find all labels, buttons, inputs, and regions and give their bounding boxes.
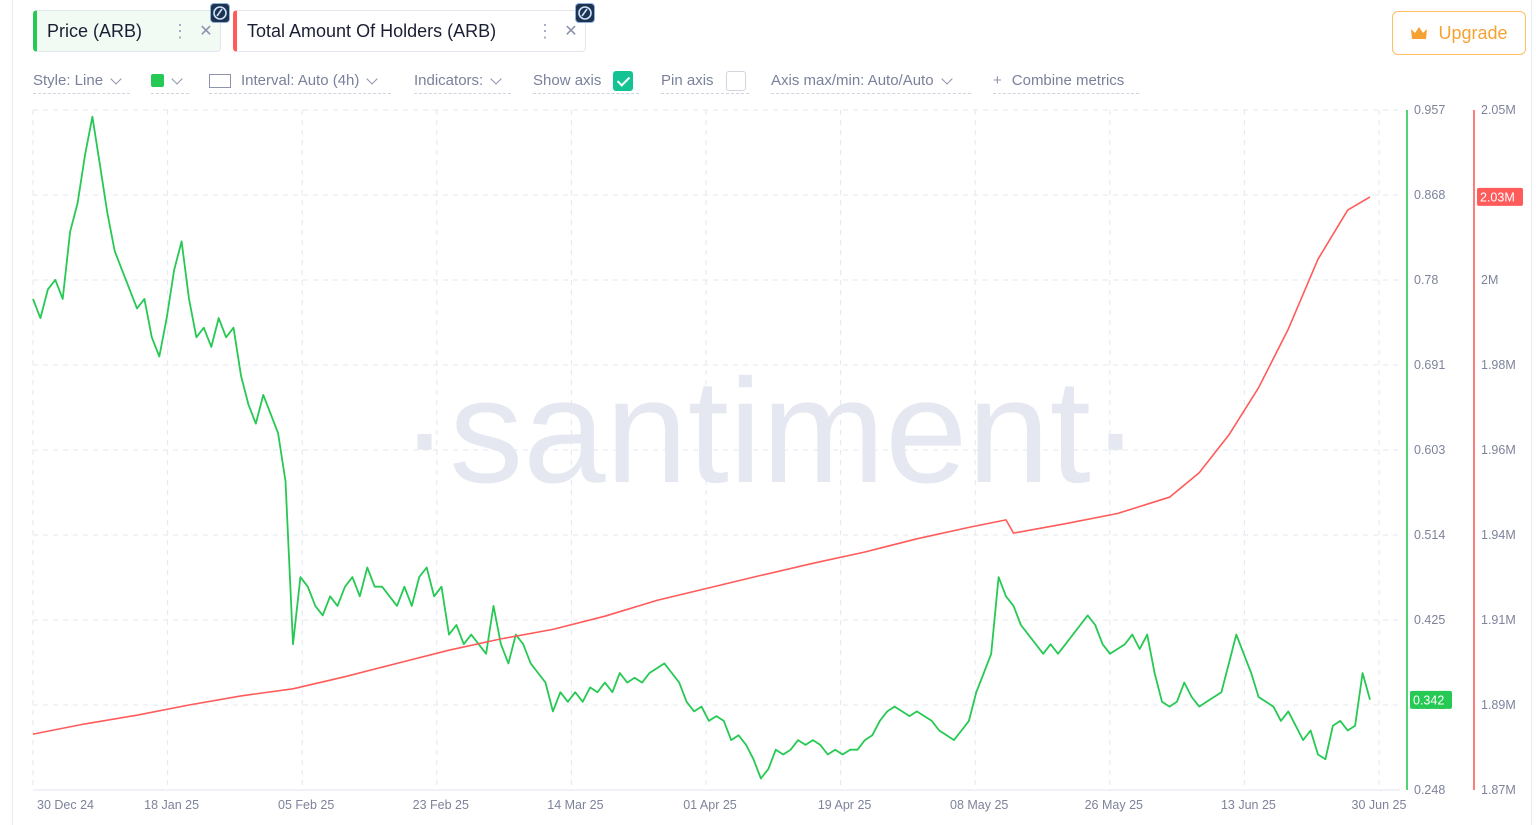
color-dropdown[interactable] [151, 68, 189, 94]
color-swatch [151, 74, 164, 87]
watermark: ·santiment· [400, 349, 1140, 514]
x-tick-label: 23 Feb 25 [413, 798, 469, 812]
interval-label: Interval: Auto (4h) [241, 72, 360, 89]
x-tick-label: 08 May 25 [950, 798, 1008, 812]
x-tick-label: 19 Apr 25 [818, 798, 872, 812]
price-last-value-badge [1410, 690, 1452, 709]
pin-axis-toggle[interactable]: Pin axis [661, 68, 749, 94]
holders-axis-tick: 1.89M [1481, 698, 1516, 712]
pin-axis-label: Pin axis [661, 72, 714, 89]
metric-label-price: Price (ARB) [47, 20, 143, 41]
metric-chip-price[interactable]: Price (ARB) ⋮ ✕ [33, 3, 230, 52]
show-axis-toggle[interactable]: Show axis [533, 68, 639, 94]
x-tick-label: 26 May 25 [1085, 798, 1143, 812]
price-last-value-label: 0.342 [1413, 693, 1444, 707]
x-tick-label: 01 Apr 25 [683, 798, 737, 812]
holders-axis-tick: 2M [1481, 273, 1498, 287]
pin-axis-checkbox[interactable] [725, 70, 746, 91]
indicators-dropdown[interactable]: Indicators: [414, 68, 511, 94]
upgrade-button[interactable]: Upgrade [1392, 11, 1526, 55]
close-icon[interactable]: ✕ [564, 23, 578, 40]
project-logo-icon [575, 3, 595, 23]
price-axis-tick: 0.425 [1414, 613, 1445, 627]
axis-maxmin-label: Axis max/min: Auto/Auto [771, 72, 934, 89]
interval-icon [209, 73, 231, 88]
price-axis-tick: 0.78 [1414, 273, 1438, 287]
project-logo-icon [210, 3, 230, 23]
holders-axis-tick: 1.98M [1481, 358, 1516, 372]
x-tick-label: 13 Jun 25 [1221, 798, 1276, 812]
series-lines [32, 115, 1371, 780]
holders-axis-tick: 2.05M [1481, 103, 1516, 117]
price-axis-tick: 0.691 [1414, 358, 1445, 372]
more-options-icon[interactable]: ⋮ [536, 20, 554, 41]
holders-last-value-badge [1477, 187, 1523, 206]
x-axis: 30 Dec 24 18 Jan 25 05 Feb 25 23 Feb 25 14 M… [37, 798, 1406, 812]
price-axis-tick: 0.514 [1414, 528, 1445, 542]
holders-axis-tick: 1.87M [1481, 783, 1516, 797]
price-axis-tick: 0.868 [1414, 188, 1445, 202]
last-value-labels: 0.342 2.03M [1410, 187, 1523, 709]
page-frame [12, 0, 1532, 825]
more-options-icon[interactable]: ⋮ [171, 20, 189, 41]
price-axis-tick: 0.248 [1414, 783, 1445, 797]
price-axis-tick: 0.603 [1414, 443, 1445, 457]
price-axis-tick: 0.957 [1414, 103, 1445, 117]
holders-axis-tick: 1.91M [1481, 613, 1516, 627]
axis-maxmin-dropdown[interactable]: Axis max/min: Auto/Auto [771, 68, 971, 94]
x-tick-label: 30 Jun 25 [1352, 798, 1407, 812]
show-axis-checkbox[interactable] [613, 70, 634, 91]
style-label: Style: Line [33, 72, 104, 89]
style-dropdown[interactable]: Style: Line [33, 68, 130, 94]
holders-last-value-label: 2.03M [1480, 190, 1515, 204]
x-tick-label: 18 Jan 25 [144, 798, 199, 812]
metric-chip-holders[interactable]: Total Amount Of Holders (ARB) ⋮ ✕ [233, 3, 595, 52]
combine-metrics-label: Combine metrics [1011, 72, 1125, 89]
indicators-label: Indicators: [414, 72, 484, 89]
price-line [32, 115, 1371, 780]
x-tick-label: 30 Dec 24 [37, 798, 94, 812]
x-tick-label: 05 Feb 25 [278, 798, 334, 812]
crown-icon [1411, 27, 1428, 39]
upgrade-label: Upgrade [1438, 22, 1508, 43]
holders-axis-tick: 1.96M [1481, 443, 1516, 457]
x-tick-label: 14 Mar 25 [547, 798, 603, 812]
combine-metrics-button[interactable]: + Combine metrics [993, 68, 1139, 94]
close-icon[interactable]: ✕ [199, 23, 213, 40]
chart-grid [32, 109, 1400, 791]
show-axis-label: Show axis [533, 72, 602, 89]
plus-icon: + [993, 72, 1002, 89]
interval-dropdown[interactable]: Interval: Auto (4h) [209, 68, 391, 94]
holders-axis-tick: 1.94M [1481, 528, 1516, 542]
holders-line [32, 196, 1371, 735]
metric-label-holders: Total Amount Of Holders (ARB) [247, 20, 497, 41]
